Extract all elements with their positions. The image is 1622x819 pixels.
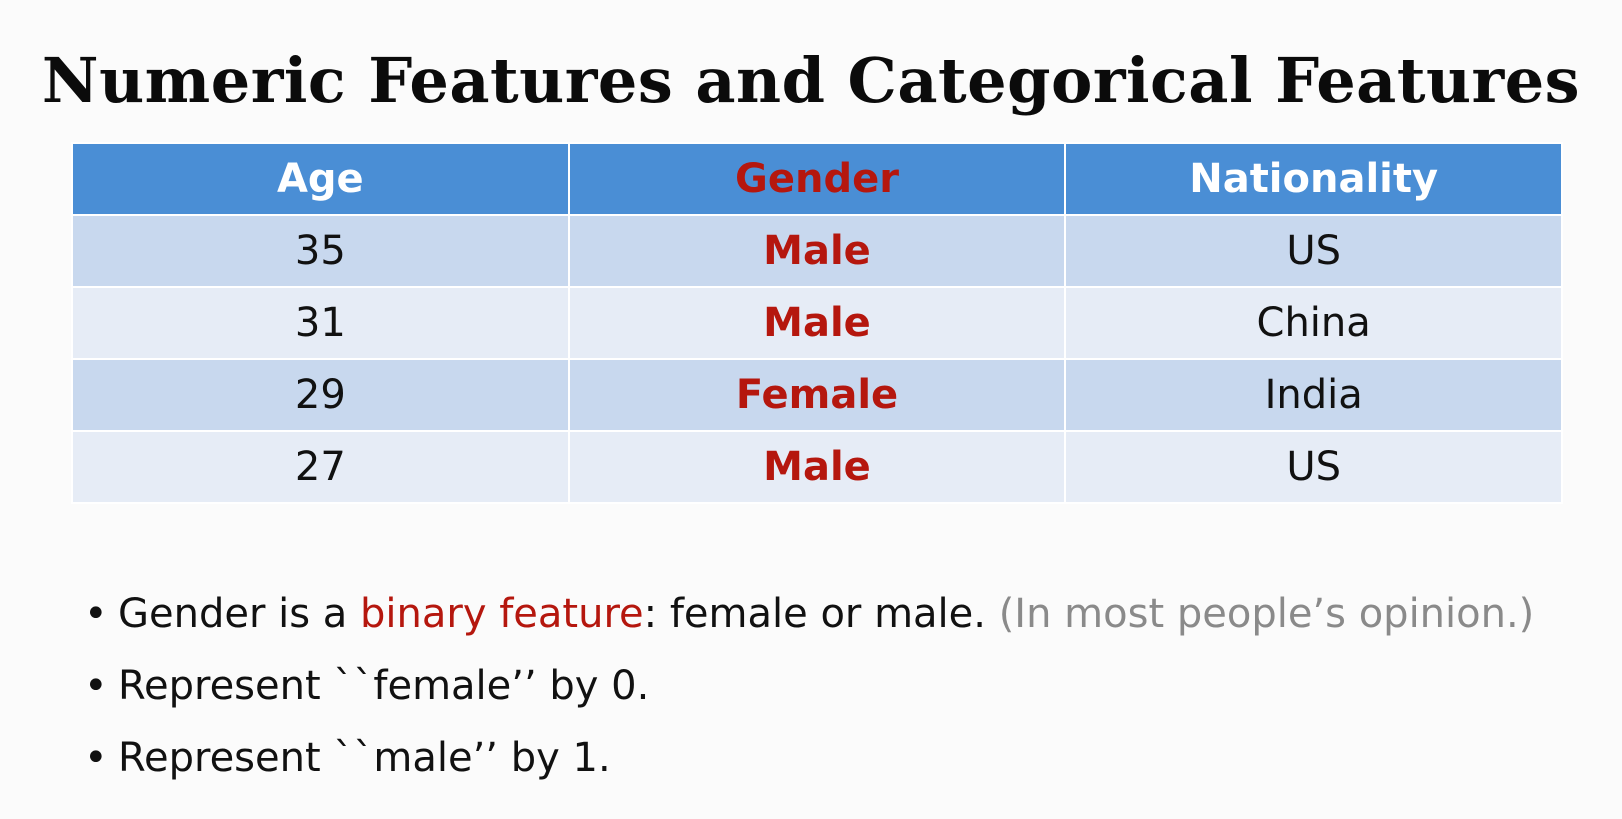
bullet-item-male: • Represent ``male’’ by 1. (84, 722, 1534, 794)
binary-feature-highlight: binary feature (360, 591, 644, 637)
gender-cell: Male (567, 286, 1067, 360)
bullet-text: Represent ``female’’ by 0. (118, 663, 650, 709)
slide-title: Numeric Features and Categorical Feature… (41, 43, 1581, 117)
table-row: 35 Male US (71, 214, 1563, 288)
header-gender: Gender (567, 142, 1067, 216)
table-row: 31 Male China (71, 286, 1563, 360)
bullet-dot-icon: • (84, 591, 108, 637)
table-header-row: Age Gender Nationality (71, 142, 1563, 216)
age-cell: 35 (71, 214, 570, 288)
gender-cell: Female (567, 358, 1067, 432)
features-table: Age Gender Nationality 35 Male US 31 Mal… (71, 142, 1563, 504)
nationality-cell: India (1064, 358, 1563, 432)
header-age: Age (71, 142, 570, 216)
gender-cell: Male (567, 430, 1067, 504)
nationality-cell: US (1064, 430, 1563, 504)
bullet-item-female: • Represent ``female’’ by 0. (84, 650, 1534, 722)
table-row: 27 Male US (71, 430, 1563, 504)
bullet-list: • Gender is a binary feature: female or m… (84, 578, 1534, 794)
table-row: 29 Female India (71, 358, 1563, 432)
bullet-text: Gender is a (118, 591, 361, 637)
bullet-text: : female or male. (643, 591, 999, 637)
opinion-note: (In most people’s opinion.) (998, 591, 1535, 637)
bullet-dot-icon: • (84, 663, 108, 709)
age-cell: 29 (71, 358, 570, 432)
bullet-text: Represent ``male’’ by 1. (118, 735, 611, 781)
bullet-dot-icon: • (84, 735, 108, 781)
bullet-item-binary-feature: • Gender is a binary feature: female or m… (84, 578, 1534, 650)
age-cell: 27 (71, 430, 570, 504)
nationality-cell: US (1064, 214, 1563, 288)
gender-cell: Male (567, 214, 1067, 288)
header-nationality: Nationality (1064, 142, 1563, 216)
nationality-cell: China (1064, 286, 1563, 360)
age-cell: 31 (71, 286, 570, 360)
